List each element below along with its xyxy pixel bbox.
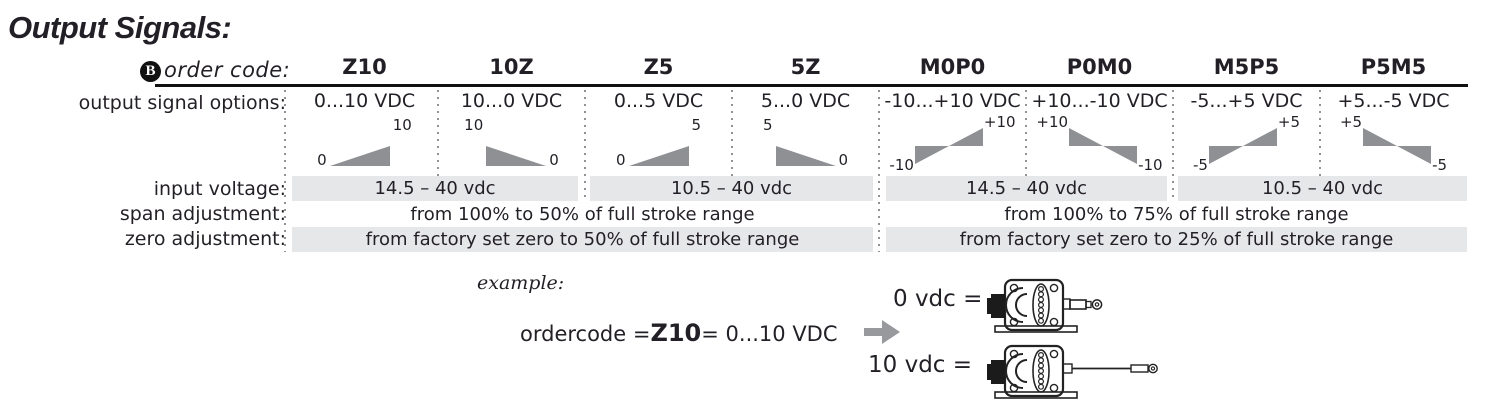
signal-option-m5p5: -5...+5 VDC (1190, 90, 1303, 112)
ramp-end-label: 0 (549, 151, 559, 169)
span-adjustment-left: from 100% to 50% of full stroke range (410, 204, 755, 225)
signal-option-z5: 0...5 VDC (613, 90, 704, 112)
column-divider (584, 90, 586, 202)
signal-option-z10: 0...10 VDC (313, 90, 416, 112)
ramp-p0m0: +10 -10 (1026, 112, 1173, 176)
zero-adjustment-right: from factory set zero to 25% of full str… (886, 227, 1467, 252)
example-prefix: ordercode = (520, 322, 651, 346)
example-label: example: (477, 272, 565, 294)
ramp-z5: 0 5 (585, 112, 732, 176)
ramp-end-label: -10 (1138, 156, 1163, 174)
ramp-end-label: +10 (983, 113, 1016, 131)
column-divider (1025, 90, 1027, 176)
order-code-m5p5: M5P5 (1213, 55, 1280, 79)
example-line: ordercode = Z10 = 0...10 VDC (520, 319, 838, 347)
row-label-span-adjustment: span adjustment: (119, 203, 286, 225)
ramp-end-label: -5 (1432, 156, 1448, 174)
order-code-label: order code: (164, 58, 291, 82)
order-code-10z: 10Z (489, 55, 534, 79)
ramp-start-label: -5 (1192, 156, 1208, 174)
example-max-value: 10 vdc = (868, 352, 973, 378)
ramp-start-label: +5 (1339, 113, 1363, 131)
order-code-row: Z10 10Z Z5 5Z M0P0 P0M0 M5P5 P5M5 (291, 55, 1467, 79)
ramp-end-label: 10 (392, 116, 412, 134)
column-divider (284, 90, 286, 252)
page-title: Output Signals: (8, 10, 232, 45)
input-voltage-cell-1: 14.5 – 40 vdc (292, 176, 578, 201)
rising-ramp-icon (329, 146, 390, 166)
ramp-p5m5: +5 -5 (1320, 112, 1467, 176)
span-adjustment-right: from 100% to 75% of full stroke range (1004, 204, 1349, 225)
column-divider (1172, 90, 1174, 202)
ramp-start-label: 0 (615, 151, 626, 169)
ramp-start-label: 10 (464, 116, 484, 134)
row-label-zero-adjustment: zero adjustment: (124, 228, 286, 250)
order-code-p0m0: P0M0 (1066, 55, 1133, 79)
example-suffix: = 0...10 VDC (701, 322, 838, 346)
order-code-5z: 5Z (790, 55, 821, 79)
ramp-start-label: 0 (317, 151, 327, 169)
signal-option-5z: 5...0 VDC (760, 90, 851, 112)
ramp-z10: 0 10 (291, 112, 438, 176)
ramp-5z: 5 0 (732, 112, 879, 176)
example-min-value: 0 vdc = (893, 286, 983, 312)
right-arrow-icon (864, 320, 900, 344)
bipolar-rising-ramp-icon (914, 128, 983, 164)
header-rule (155, 84, 1468, 87)
ramp-start-label: -10 (889, 156, 914, 174)
output-signal-options-row: 0...10 VDC 10...0 VDC 0...5 VDC 5...0 VD… (291, 90, 1467, 112)
ramp-end-label: 0 (838, 151, 849, 169)
example-order-code: Z10 (650, 319, 702, 347)
bipolar-falling-ramp-icon (1069, 128, 1138, 164)
ramp-end-label: +5 (1277, 113, 1301, 131)
input-voltage-cell-4: 10.5 – 40 vdc (1178, 176, 1467, 201)
column-divider (1319, 90, 1321, 176)
order-code-badge: B (140, 61, 161, 82)
ramp-start-label: +10 (1036, 113, 1069, 131)
ramp-start-label: 5 (762, 116, 773, 134)
row-label-output-signal-options: output signal options: (78, 92, 286, 114)
order-code-p5m5: P5M5 (1360, 55, 1427, 79)
zero-adjustment-left: from factory set zero to 50% of full str… (292, 227, 873, 252)
column-divider (878, 90, 880, 252)
ramp-end-label: 5 (691, 116, 702, 134)
ramp-m0p0: -10 +10 (879, 112, 1026, 176)
rising-ramp-icon (628, 146, 689, 166)
falling-ramp-icon (486, 146, 547, 166)
input-voltage-cell-3: 14.5 – 40 vdc (886, 176, 1167, 201)
order-code-z5: Z5 (643, 55, 674, 79)
column-divider (437, 90, 439, 176)
bipolar-rising-ramp-icon (1208, 128, 1277, 164)
column-divider (731, 90, 733, 176)
signal-option-m0p0: -10...+10 VDC (884, 90, 1021, 112)
signal-option-10z: 10...0 VDC (460, 90, 563, 112)
ramp-row: 0 10 10 0 0 5 5 0 -10 +10 +10 -10 -5 +5 … (291, 112, 1467, 176)
signal-option-p0m0: +10...-10 VDC (1031, 90, 1168, 112)
ramp-m5p5: -5 +5 (1173, 112, 1320, 176)
sensor-retracted-icon (987, 278, 1103, 333)
falling-ramp-icon (775, 146, 836, 166)
bipolar-falling-ramp-icon (1363, 128, 1432, 164)
row-label-input-voltage: input voltage: (153, 178, 286, 200)
sensor-extended-icon (987, 344, 1158, 399)
order-code-z10: Z10 (342, 55, 387, 79)
order-code-m0p0: M0P0 (919, 55, 986, 79)
ramp-10z: 10 0 (438, 112, 585, 176)
signal-option-p5m5: +5...-5 VDC (1337, 90, 1450, 112)
input-voltage-cell-2: 10.5 – 40 vdc (590, 176, 873, 201)
